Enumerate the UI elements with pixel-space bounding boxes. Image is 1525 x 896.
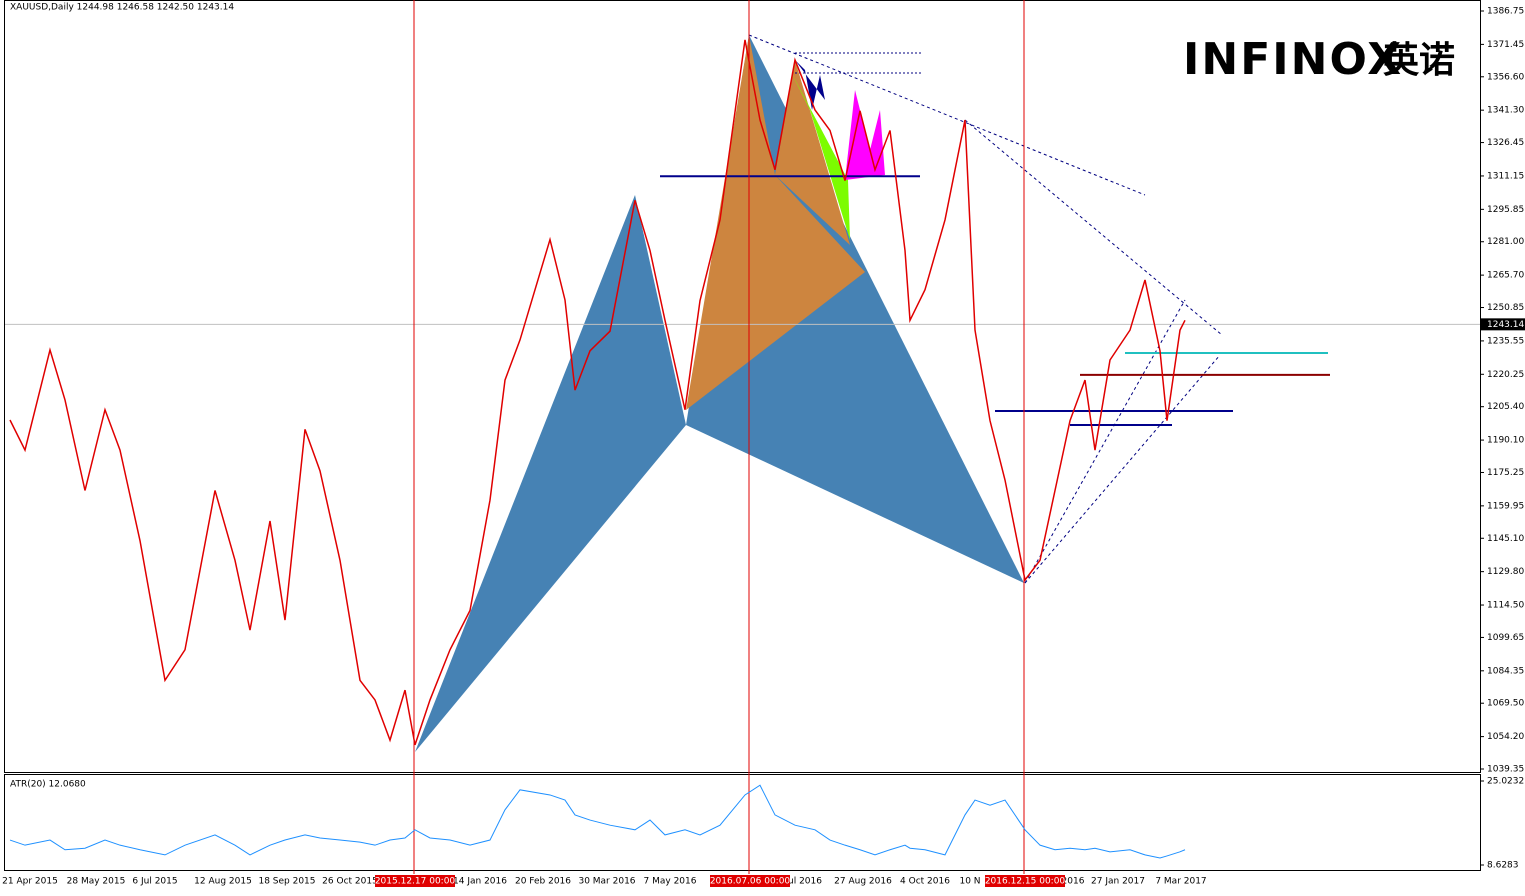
y-tick-label: 1190.10 [1487, 436, 1524, 446]
event-label: 2016.07.06 00:00 [710, 877, 791, 887]
y-tick-label: 1295.85 [1487, 205, 1524, 215]
x-tick-label: 27 Jan 2017 [1091, 877, 1145, 887]
y-tick-label: 1175.25 [1487, 468, 1524, 478]
series-line [9, 784, 1186, 859]
event-tag [375, 875, 455, 887]
y-tick-label: 1084.35 [1487, 666, 1524, 676]
y-tick-label: 1386.75 [1487, 7, 1524, 17]
series-line [9, 39, 1186, 746]
price-tag [1481, 318, 1525, 331]
x-tick-label: 27 Aug 2016 [834, 877, 892, 887]
x-tick-label: ul 2016 [788, 877, 822, 887]
y-tick-label: 1250.85 [1487, 303, 1524, 313]
y-tick-label: 1205.40 [1487, 402, 1524, 412]
y-tick-label: 1039.35 [1487, 765, 1524, 775]
y-tick-label: 1311.15 [1487, 171, 1524, 181]
x-tick-label: 6 Jul 2015 [132, 877, 177, 887]
x-tick-label: 12 Aug 2015 [194, 877, 252, 887]
x-tick-label: 30 Mar 2016 [578, 877, 635, 887]
event-label: 2015.12.17 00:00 [375, 877, 456, 887]
x-tick-label: 28 May 2015 [67, 877, 126, 887]
pattern [775, 60, 850, 245]
y-tick-label: 1114.50 [1487, 601, 1524, 611]
x-tick-label: 2016 [1062, 877, 1085, 887]
y-tick-label: 1069.50 [1487, 699, 1524, 709]
pattern [795, 60, 825, 110]
trend-line [748, 34, 1146, 196]
pattern [845, 90, 885, 180]
event-tag [985, 875, 1065, 887]
x-tick-label: 26 Oct 2015 [322, 877, 378, 887]
logo: INFINOX [1183, 34, 1403, 85]
y-tick-label: 1159.95 [1487, 501, 1524, 511]
trend-line [964, 119, 1223, 336]
event-label: 2016.12.15 00:00 [985, 877, 1066, 887]
x-tick-label: 21 Apr 2015 [2, 877, 58, 887]
y-tick-label: 1220.25 [1487, 370, 1524, 380]
x-tick-label: 20 Feb 2016 [515, 877, 571, 887]
x-tick-label: 14 Jan 2016 [453, 877, 507, 887]
y-tick-label: 25.0232 [1487, 777, 1524, 787]
y-tick-label: 1281.00 [1487, 237, 1524, 247]
trend-line [1024, 299, 1186, 584]
chart-title: XAUUSD,Daily 1244.98 1246.58 1242.50 124… [10, 3, 234, 13]
logo-cn: 英诺 [1383, 40, 1455, 81]
y-tick-label: 1129.80 [1487, 567, 1524, 577]
main-frame [4, 0, 1481, 773]
y-tick-label: 1326.45 [1487, 138, 1524, 148]
y-tick-label: 8.6283 [1487, 861, 1519, 871]
y-tick-label: 1235.55 [1487, 336, 1524, 346]
indicator-title: ATR(20) 12.0680 [10, 780, 86, 790]
y-tick-label: 1341.30 [1487, 106, 1524, 116]
y-tick-label: 1145.10 [1487, 534, 1524, 544]
price-tag-label: 1243.14 [1487, 320, 1524, 330]
y-tick-label: 1099.65 [1487, 633, 1524, 643]
y-tick-label: 1356.60 [1487, 72, 1524, 82]
event-tag [710, 875, 790, 887]
trend-line [1024, 354, 1221, 584]
y-tick-label: 1054.20 [1487, 732, 1524, 742]
x-tick-label: 10 N [959, 877, 980, 887]
x-tick-label: 4 Oct 2016 [900, 877, 950, 887]
pattern [686, 35, 865, 410]
x-tick-label: 7 May 2016 [644, 877, 697, 887]
pattern [415, 195, 686, 752]
y-tick-label: 1371.45 [1487, 40, 1524, 50]
atr-frame [4, 774, 1481, 871]
x-tick-label: 18 Sep 2015 [258, 877, 315, 887]
y-tick-label: 1265.70 [1487, 271, 1524, 281]
x-tick-label: 7 Mar 2017 [1155, 877, 1206, 887]
